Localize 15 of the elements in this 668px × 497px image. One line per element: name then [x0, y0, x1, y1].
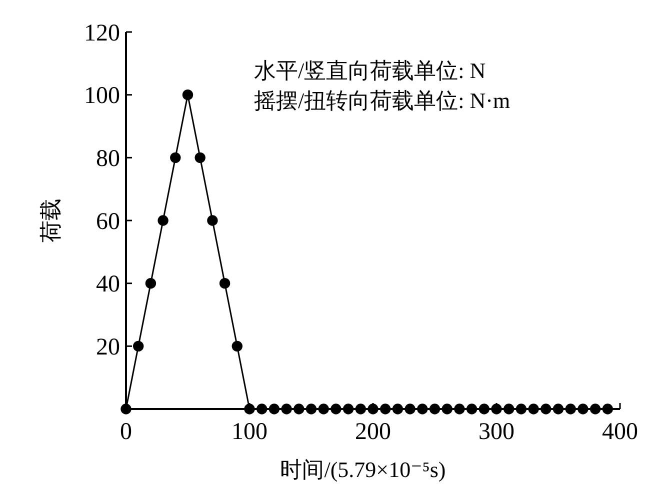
x-tick-label: 100	[232, 419, 268, 445]
y-tick-label: 100	[84, 83, 120, 110]
y-tick-label: 60	[96, 208, 120, 235]
x-axis-title: 时间/(5.79×10⁻⁵s)	[280, 457, 446, 482]
x-tick-label: 0	[120, 419, 132, 445]
y-axis-title: 荷载	[38, 198, 63, 242]
x-tick-label: 200	[355, 419, 391, 445]
x-tick-label: 400	[602, 419, 638, 445]
y-tick-label: 80	[96, 146, 120, 172]
annotation: 水平/竖直向荷载单位: N	[254, 58, 486, 83]
annotation: 摇摆/扭转向荷载单位: N·m	[254, 88, 510, 113]
x-tick-label: 300	[478, 419, 514, 445]
y-tick-label: 120	[84, 20, 120, 46]
y-tick-label: 20	[96, 334, 120, 361]
y-tick-label: 40	[96, 272, 120, 298]
